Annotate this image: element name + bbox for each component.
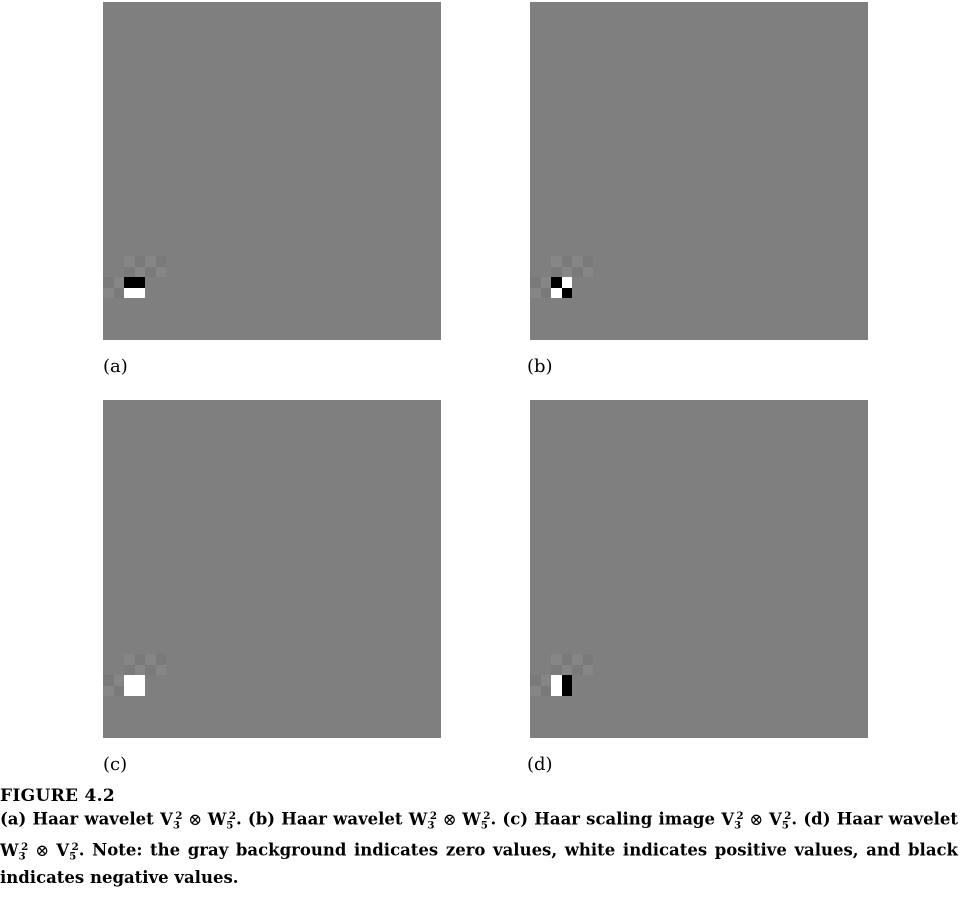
haar-cell	[124, 675, 135, 686]
haar-cell	[134, 675, 145, 686]
faint-cell	[145, 654, 156, 665]
faint-cell	[582, 664, 593, 675]
faint-cell	[124, 654, 135, 665]
faint-cell	[155, 654, 166, 665]
faint-cell	[155, 266, 166, 277]
haar-cell	[551, 287, 562, 298]
faint-cell	[103, 277, 114, 288]
faint-cell	[582, 654, 593, 665]
faint-cell	[113, 685, 124, 696]
haar-cell	[561, 287, 572, 298]
panel-c-label: (c)	[103, 754, 128, 775]
haar-cell	[551, 277, 562, 288]
faint-cell	[134, 664, 145, 675]
faint-cell	[134, 266, 145, 277]
faint-cell	[530, 675, 541, 686]
caption-d-expr: W32 ⊗ V52	[0, 840, 79, 863]
haar-cell	[561, 277, 572, 288]
faint-cell	[113, 287, 124, 298]
faint-cell	[561, 654, 572, 665]
caption-d-label: (d) Haar wavelet	[803, 809, 958, 829]
panel-a-image	[103, 2, 441, 340]
faint-cell	[572, 664, 583, 675]
haar-cell	[551, 675, 562, 686]
faint-cell	[145, 256, 156, 267]
panel-d-image	[530, 400, 868, 738]
haar-cell	[124, 685, 135, 696]
faint-cell	[540, 277, 551, 288]
caption-note: Note: the gray background indicates zero…	[0, 840, 958, 888]
faint-cell	[124, 256, 135, 267]
haar-cell	[551, 685, 562, 696]
panel-b-image	[530, 2, 868, 340]
panel-a-label: (a)	[103, 356, 128, 377]
caption-a-expr: V32 ⊗ W52	[160, 809, 236, 832]
faint-cell	[113, 675, 124, 686]
faint-cell	[530, 277, 541, 288]
caption-b-label: (b) Haar wavelet	[247, 809, 403, 829]
faint-cell	[572, 654, 583, 665]
faint-cell	[540, 287, 551, 298]
faint-cell	[540, 685, 551, 696]
faint-cell	[145, 664, 156, 675]
faint-cell	[551, 664, 562, 675]
faint-cell	[540, 675, 551, 686]
faint-cell	[551, 654, 562, 665]
faint-cell	[530, 287, 541, 298]
caption-a-label: (a) Haar wavelet	[0, 809, 154, 829]
faint-cell	[551, 256, 562, 267]
haar-cell	[124, 277, 135, 288]
faint-cell	[145, 266, 156, 277]
caption-b-expr: W32 ⊗ W52	[408, 809, 491, 832]
figure-title: FIGURE 4.2	[0, 786, 115, 806]
faint-cell	[572, 256, 583, 267]
faint-cell	[155, 664, 166, 675]
panel-b-label: (b)	[527, 356, 553, 377]
faint-cell	[561, 256, 572, 267]
faint-cell	[134, 256, 145, 267]
panel-d-label: (d)	[527, 754, 553, 775]
faint-cell	[124, 664, 135, 675]
caption-c-expr: V32 ⊗ V52	[721, 809, 792, 832]
faint-cell	[103, 287, 114, 298]
faint-cell	[134, 654, 145, 665]
faint-cell	[103, 685, 114, 696]
faint-cell	[113, 277, 124, 288]
faint-cell	[582, 266, 593, 277]
faint-cell	[124, 266, 135, 277]
haar-cell	[561, 675, 572, 686]
figure-caption: (a) Haar wavelet V32 ⊗ W52. (b) Haar wav…	[0, 809, 958, 888]
haar-cell	[561, 685, 572, 696]
caption-c-label: (c) Haar scaling image	[502, 809, 715, 829]
haar-cell	[134, 287, 145, 298]
faint-cell	[582, 256, 593, 267]
faint-cell	[530, 685, 541, 696]
haar-cell	[124, 287, 135, 298]
haar-cell	[134, 685, 145, 696]
faint-cell	[155, 256, 166, 267]
faint-cell	[561, 266, 572, 277]
faint-cell	[572, 266, 583, 277]
faint-cell	[551, 266, 562, 277]
panel-c-image	[103, 400, 441, 738]
haar-cell	[134, 277, 145, 288]
faint-cell	[561, 664, 572, 675]
faint-cell	[103, 675, 114, 686]
